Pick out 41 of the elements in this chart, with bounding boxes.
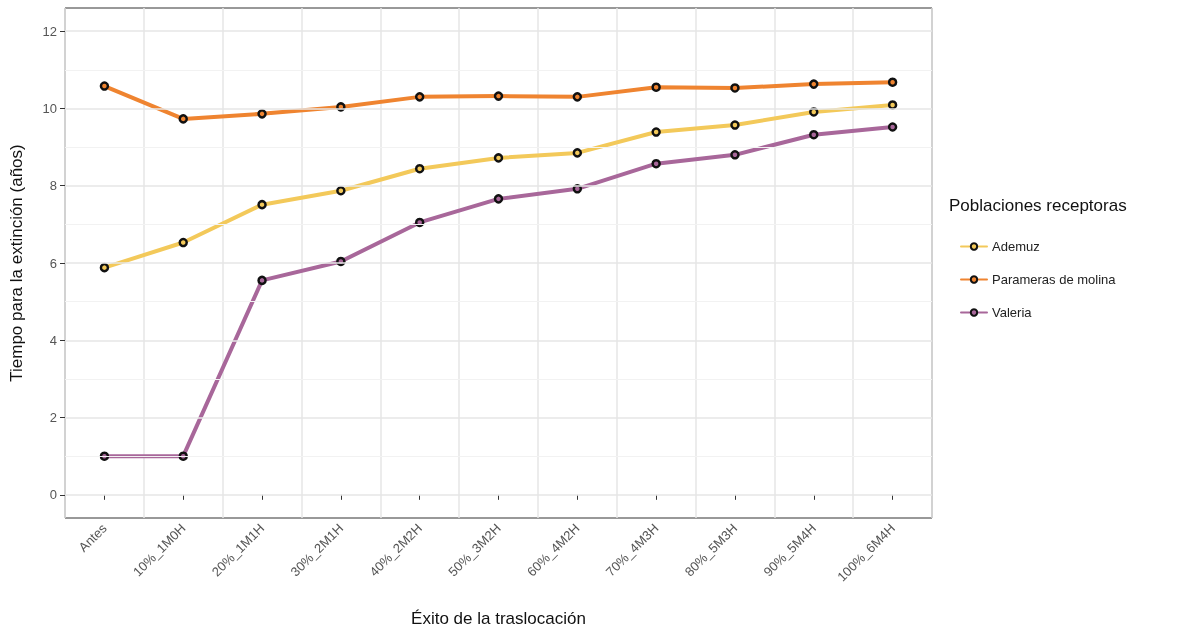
point [809,79,819,89]
point [493,91,504,101]
point [336,186,346,196]
point [414,92,425,102]
point [99,262,110,273]
y-tick-label: 12 [42,23,57,39]
point [99,81,110,91]
point [730,150,740,160]
point [730,120,740,130]
point [493,153,504,163]
point [809,129,819,140]
legend-label: Parameras de molina [992,272,1117,287]
y-axis-title: Tiempo para la extinción (años) [7,144,26,382]
point [414,217,425,228]
point [651,82,661,92]
point [887,122,898,132]
legend-title: Poblaciones receptoras [949,196,1127,215]
point [257,109,267,119]
x-axis-title: Éxito de la traslocación [411,609,586,628]
legend-label: Ademuz [992,239,1040,254]
y-tick-label: 8 [49,178,57,194]
point [887,77,898,87]
point [887,100,898,110]
point [651,127,661,137]
point [651,158,661,169]
y-tick-label: 4 [49,332,57,348]
point [572,148,583,158]
point [178,237,188,248]
y-tick-label: 0 [49,487,57,503]
point [730,83,740,93]
legend-label: Valeria [992,305,1033,320]
y-tick-label: 2 [49,410,57,426]
point [257,199,267,210]
point [414,163,425,174]
point [178,114,188,124]
point [178,451,188,461]
point [257,275,267,286]
point [493,194,504,204]
point [572,92,583,102]
y-tick-label: 10 [42,100,57,116]
y-tick-label: 6 [49,255,57,271]
